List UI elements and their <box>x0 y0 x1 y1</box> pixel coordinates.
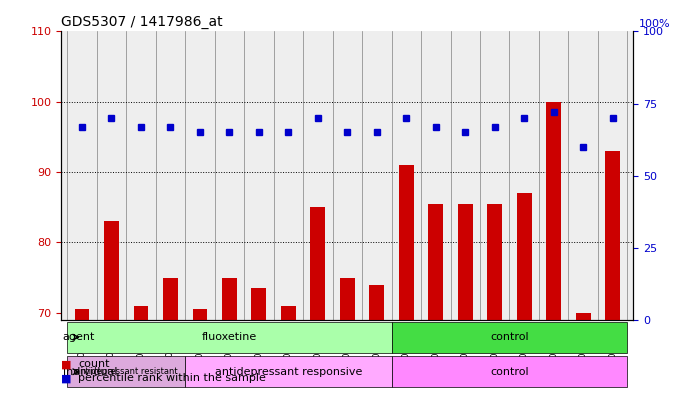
Text: antidepressant responsive: antidepressant responsive <box>215 367 362 377</box>
Bar <box>104 221 118 320</box>
Bar <box>281 306 296 320</box>
Bar <box>488 204 502 320</box>
FancyBboxPatch shape <box>185 356 392 387</box>
Bar <box>458 204 473 320</box>
Bar <box>605 151 620 320</box>
Bar <box>399 165 413 320</box>
Bar <box>222 277 237 320</box>
Text: GDS5307 / 1417986_at: GDS5307 / 1417986_at <box>61 15 223 29</box>
Text: control: control <box>490 332 529 342</box>
Bar <box>163 277 178 320</box>
Text: fluoxetine: fluoxetine <box>202 332 257 342</box>
FancyBboxPatch shape <box>392 356 627 387</box>
Text: ■: ■ <box>61 360 72 369</box>
Bar <box>193 309 207 320</box>
Text: antidepressant resistant: antidepressant resistant <box>75 367 178 376</box>
Bar <box>311 207 326 320</box>
Bar <box>74 309 89 320</box>
Text: 100%: 100% <box>639 18 671 29</box>
FancyBboxPatch shape <box>392 321 627 353</box>
Text: ■: ■ <box>61 373 72 383</box>
Text: percentile rank within the sample: percentile rank within the sample <box>78 373 266 383</box>
Bar <box>251 288 266 320</box>
Bar <box>517 193 532 320</box>
Bar <box>340 277 355 320</box>
Bar <box>428 204 443 320</box>
FancyBboxPatch shape <box>67 356 185 387</box>
FancyBboxPatch shape <box>67 321 392 353</box>
Bar <box>133 306 148 320</box>
Bar <box>369 285 384 320</box>
Bar <box>546 102 561 320</box>
Text: agent: agent <box>63 332 95 342</box>
Text: count: count <box>78 360 110 369</box>
Text: control: control <box>490 367 529 377</box>
Text: individual: individual <box>63 367 117 377</box>
Bar <box>576 313 590 320</box>
